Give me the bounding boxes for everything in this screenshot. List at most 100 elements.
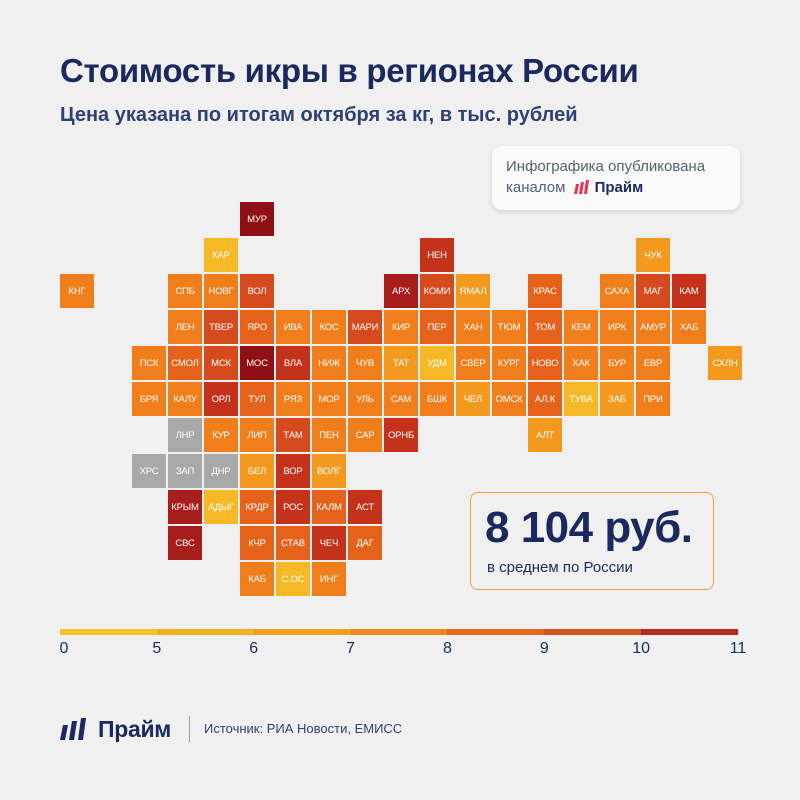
region-tile: КАБ bbox=[240, 562, 274, 596]
region-tile: С.ОС bbox=[276, 562, 310, 596]
region-tile: АЛ.К bbox=[528, 382, 562, 416]
region-tile: НИЖ bbox=[312, 346, 346, 380]
scale-tick-label: 5 bbox=[152, 640, 162, 657]
region-tile: РЯЗ bbox=[276, 382, 310, 416]
region-tile: ДНР bbox=[204, 454, 238, 488]
region-tile: ЕВР bbox=[636, 346, 670, 380]
region-tile: МАРИ bbox=[348, 310, 382, 344]
region-tile: БУР bbox=[600, 346, 634, 380]
region-tile: ЗАБ bbox=[600, 382, 634, 416]
region-tile: ВОЛГ bbox=[312, 454, 346, 488]
region-tile: ХАН bbox=[456, 310, 490, 344]
region-tile: КОМИ bbox=[420, 274, 454, 308]
region-tile: КИР bbox=[384, 310, 418, 344]
region-tile: ИВА bbox=[276, 310, 310, 344]
region-tile: ЯМАЛ bbox=[456, 274, 490, 308]
region-tile: ОРНБ bbox=[384, 418, 418, 452]
region-tile: ХРС bbox=[132, 454, 166, 488]
note-brand-name: Прайм bbox=[594, 179, 644, 196]
average-price-label: в среднем по России bbox=[487, 559, 633, 576]
region-tile: ТАМ bbox=[276, 418, 310, 452]
region-tile: САР bbox=[348, 418, 382, 452]
scale-tick-label: 0 bbox=[59, 640, 69, 657]
region-tile: НОВГ bbox=[204, 274, 238, 308]
region-tile: ВОЛ bbox=[240, 274, 274, 308]
scale-segment bbox=[447, 629, 545, 635]
region-tile: ИРК bbox=[600, 310, 634, 344]
footer-brand-name: Прайм bbox=[98, 715, 172, 742]
region-tile: БЕЛ bbox=[240, 454, 274, 488]
region-tile: ТУЛ bbox=[240, 382, 274, 416]
region-tile: ТВЕР bbox=[204, 310, 238, 344]
region-tile: МАГ bbox=[636, 274, 670, 308]
region-tile: КОС bbox=[312, 310, 346, 344]
region-tile: ВОР bbox=[276, 454, 310, 488]
average-price-box: 8 104 руб. в среднем по России bbox=[470, 492, 714, 590]
scale-segment bbox=[253, 629, 352, 635]
region-tile: КРДР bbox=[240, 490, 274, 524]
region-tile: САМ bbox=[384, 382, 418, 416]
region-tile: УДМ bbox=[420, 346, 454, 380]
region-tile: КАР bbox=[204, 238, 238, 272]
region-tile: УЛЬ bbox=[348, 382, 382, 416]
region-tile: ХАК bbox=[564, 346, 598, 380]
note-channel-label: каналом bbox=[506, 179, 566, 196]
scale-segment bbox=[350, 629, 448, 635]
region-tile: ОРЛ bbox=[204, 382, 238, 416]
scale-tick-label: 10 bbox=[632, 640, 651, 657]
region-tile: МОС bbox=[240, 346, 274, 380]
color-scale-bar bbox=[60, 629, 739, 635]
region-tile: ЯРО bbox=[240, 310, 274, 344]
region-tile: КАЛУ bbox=[168, 382, 202, 416]
region-tile: СВЕР bbox=[456, 346, 490, 380]
region-tile: ТЮМ bbox=[492, 310, 526, 344]
region-tile: АДЫГ bbox=[204, 490, 238, 524]
region-tile: МСК bbox=[204, 346, 238, 380]
region-tile: КЕМ bbox=[564, 310, 598, 344]
region-tile: КЧР bbox=[240, 526, 274, 560]
region-tile: БРЯ bbox=[132, 382, 166, 416]
region-tile: ХАБ bbox=[672, 310, 706, 344]
page-subtitle: Цена указана по итогам октября за кг, в … bbox=[60, 104, 578, 126]
scale-segment bbox=[544, 629, 642, 635]
region-tile: СХЛН bbox=[708, 346, 742, 380]
source-text: Источник: РИА Новости, ЕМИСС bbox=[204, 721, 403, 736]
footer-divider bbox=[189, 716, 190, 742]
region-tile: ЛНР bbox=[168, 418, 202, 452]
region-tile: САХА bbox=[600, 274, 634, 308]
region-tile: БШК bbox=[420, 382, 454, 416]
region-tile: СТАВ bbox=[276, 526, 310, 560]
scale-tick-label: 9 bbox=[539, 640, 549, 657]
scale-segment bbox=[60, 629, 158, 635]
region-tile: КАЛМ bbox=[312, 490, 346, 524]
region-tile: КУРГ bbox=[492, 346, 526, 380]
region-tile: ТАТ bbox=[384, 346, 418, 380]
region-tile: ИНГ bbox=[312, 562, 346, 596]
footer-brand: Прайм bbox=[60, 714, 171, 744]
region-tile: ПЕР bbox=[420, 310, 454, 344]
region-tile: КАМ bbox=[672, 274, 706, 308]
scale-segment bbox=[156, 629, 255, 635]
average-price-value: 8 104 руб. bbox=[485, 503, 693, 552]
region-tile: ПСК bbox=[132, 346, 166, 380]
region-tile: ТУВА bbox=[564, 382, 598, 416]
region-tile: ЧЕЛ bbox=[456, 382, 490, 416]
region-tile: МОР bbox=[312, 382, 346, 416]
prime-logo-icon bbox=[573, 180, 589, 194]
region-tile: СПБ bbox=[168, 274, 202, 308]
region-tile: СМОЛ bbox=[168, 346, 202, 380]
region-tile: ТОМ bbox=[528, 310, 562, 344]
note-line-1: Инфографика опубликована bbox=[506, 158, 706, 175]
region-tile: АСТ bbox=[348, 490, 382, 524]
publication-note: Инфографика опубликована каналом Прайм bbox=[492, 146, 740, 210]
region-tile: НЕН bbox=[420, 238, 454, 272]
region-tile: КРЫМ bbox=[168, 490, 202, 524]
region-tile: КУР bbox=[204, 418, 238, 452]
region-tile: МУР bbox=[240, 202, 274, 236]
region-tile: ОМСК bbox=[492, 382, 526, 416]
scale-tick-label: 7 bbox=[346, 640, 356, 657]
region-tile: ЛИП bbox=[240, 418, 274, 452]
region-tile: ЧУК bbox=[636, 238, 670, 272]
note-line-2: каналом Прайм bbox=[506, 177, 726, 198]
